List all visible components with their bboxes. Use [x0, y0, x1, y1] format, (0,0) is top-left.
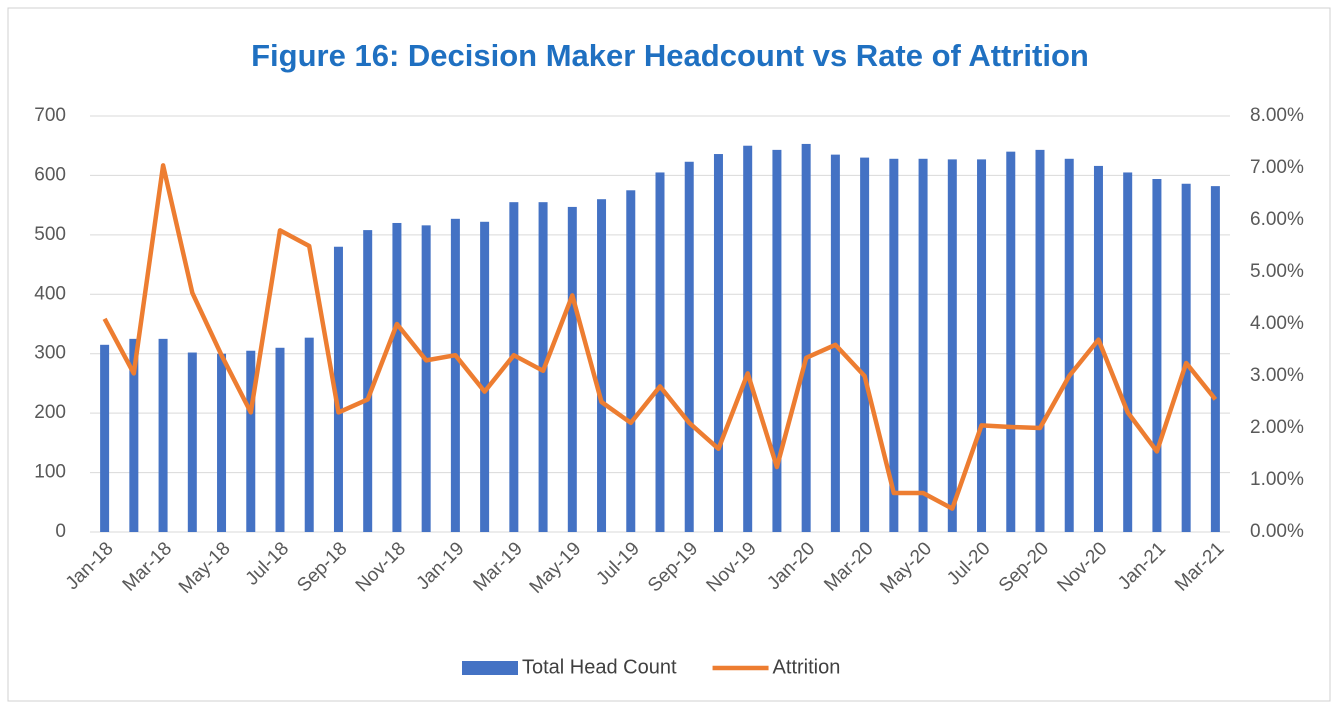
bar — [100, 344, 110, 532]
y2-tick-label: 1.00% — [1250, 469, 1304, 490]
y-tick-label: 200 — [34, 402, 66, 423]
bar — [1123, 172, 1133, 532]
y-tick-label: 700 — [34, 105, 66, 126]
bar — [333, 246, 343, 532]
y-tick-label: 0 — [55, 521, 66, 542]
bar — [363, 230, 373, 533]
bar — [129, 338, 139, 532]
bar — [947, 159, 957, 532]
bar — [567, 206, 577, 532]
bar — [977, 159, 987, 532]
bar — [1181, 183, 1191, 532]
bar — [655, 172, 665, 532]
y2-tick-label: 3.00% — [1250, 365, 1304, 386]
bar — [626, 190, 636, 533]
bar — [158, 338, 168, 532]
bar — [480, 221, 490, 533]
bar — [187, 352, 197, 532]
bar — [801, 143, 811, 532]
y-tick-label: 400 — [34, 283, 66, 304]
bar — [1064, 158, 1074, 532]
bar — [246, 350, 256, 532]
bar — [743, 145, 753, 532]
bar — [772, 149, 782, 533]
y2-tick-label: 8.00% — [1250, 105, 1304, 126]
legend-label: Attrition — [773, 656, 841, 678]
bar — [1093, 165, 1103, 533]
bar — [684, 161, 694, 532]
bar — [1210, 186, 1220, 532]
bar — [275, 347, 285, 532]
bar — [1006, 151, 1016, 532]
line — [102, 163, 1218, 511]
bar — [450, 218, 460, 532]
y2-tick-label: 5.00% — [1250, 261, 1304, 282]
legend-label: Total Head Count — [522, 656, 677, 678]
chart-border — [7, 7, 1331, 702]
bar — [509, 202, 519, 532]
bar — [889, 158, 899, 532]
y2-tick-label: 6.00% — [1250, 209, 1304, 230]
y2-tick-label: 4.00% — [1250, 313, 1304, 334]
y-tick-label: 300 — [34, 343, 66, 364]
y2-tick-label: 2.00% — [1250, 417, 1304, 438]
y-tick-label: 600 — [34, 164, 66, 185]
bar — [304, 337, 314, 532]
y-tick-label: 100 — [34, 462, 66, 483]
bar — [597, 199, 607, 532]
bar — [217, 353, 227, 532]
bar — [713, 154, 723, 532]
y2-tick-label: 7.00% — [1250, 157, 1304, 178]
bar — [1152, 178, 1162, 532]
bar — [1035, 149, 1045, 533]
bar — [918, 158, 928, 532]
bar — [421, 225, 431, 532]
y-tick-label: 500 — [34, 224, 66, 245]
bar — [860, 157, 870, 532]
bar — [392, 222, 402, 532]
legend-swatch — [462, 661, 518, 675]
chart-title: Figure 16: Decision Maker Headcount vs R… — [251, 38, 1089, 73]
y2-tick-label: 0.00% — [1250, 521, 1304, 542]
